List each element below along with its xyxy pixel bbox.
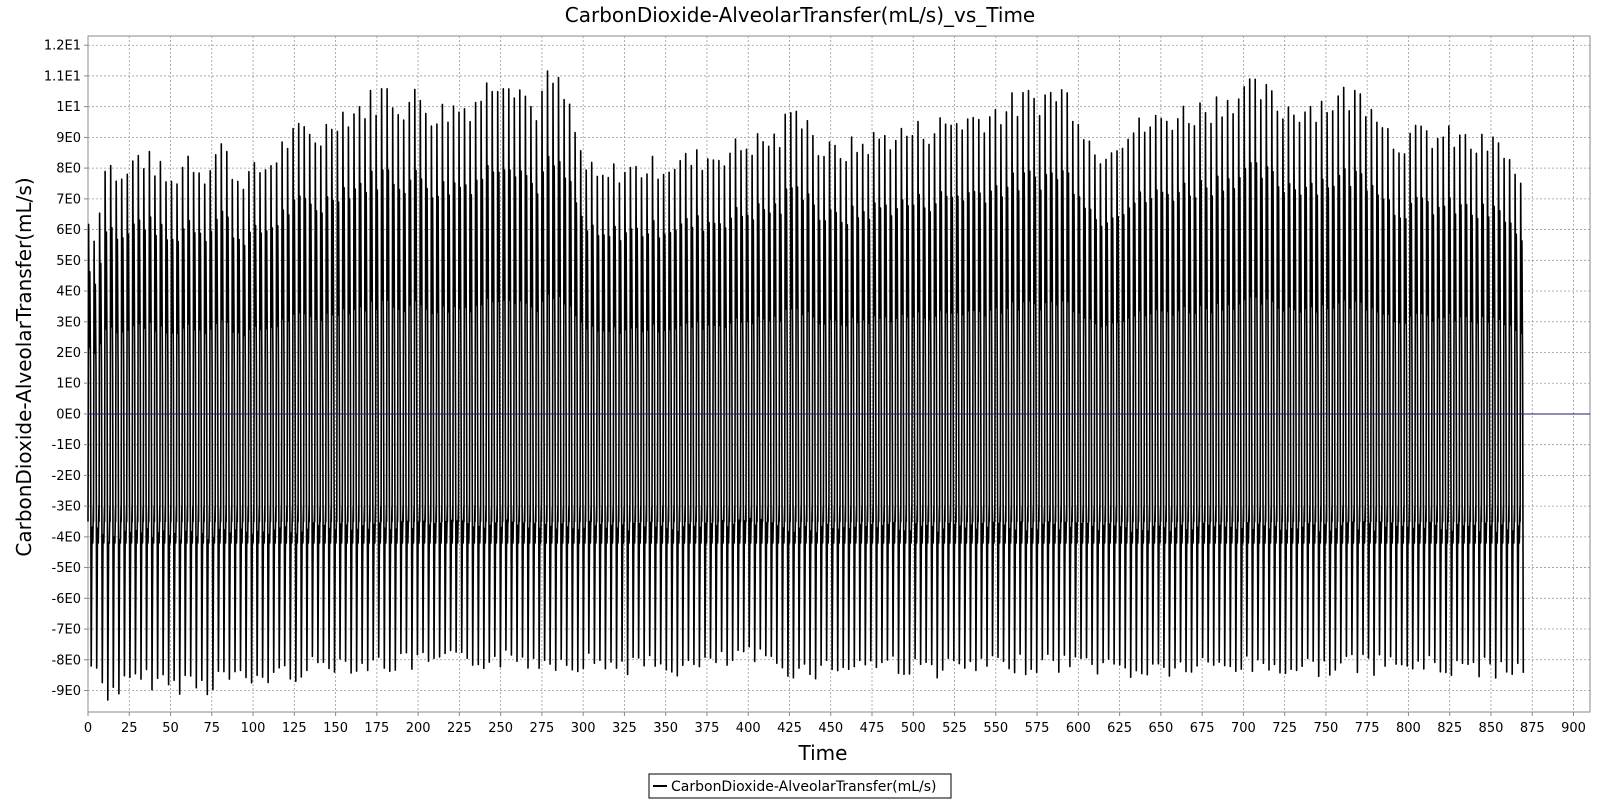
x-tick-label: 350 xyxy=(653,721,678,736)
x-tick-label: 175 xyxy=(364,721,389,736)
y-tick-label: 9E0 xyxy=(56,131,81,146)
x-tick-label: 550 xyxy=(983,721,1008,736)
x-tick-label: 425 xyxy=(777,721,802,736)
x-tick-label: 625 xyxy=(1107,721,1132,736)
y-tick-label: 2E0 xyxy=(56,346,81,361)
x-tick-label: 450 xyxy=(818,721,843,736)
legend-box xyxy=(648,773,952,799)
x-tick-label: 250 xyxy=(488,721,513,736)
x-tick-label: 775 xyxy=(1355,721,1380,736)
y-tick-label: 7E0 xyxy=(56,192,81,207)
x-tick-label: 750 xyxy=(1313,721,1338,736)
y-tick-label: 4E0 xyxy=(56,285,81,300)
x-tick-label: 400 xyxy=(736,721,761,736)
plot-area xyxy=(87,35,1591,713)
y-tick-label: -8E0 xyxy=(52,653,81,668)
y-tick-label: -5E0 xyxy=(52,561,81,576)
x-tick-label: 25 xyxy=(121,721,138,736)
y-axis-title: CarbonDioxide-AlveolarTransfer(mL/s) xyxy=(12,177,36,556)
x-axis-title: Time xyxy=(798,741,848,765)
legend: CarbonDioxide-AlveolarTransfer(mL/s) xyxy=(648,773,952,799)
x-tick-label: 200 xyxy=(406,721,431,736)
x-axis: 0 25 50 75 100 125 150 175 200 225 250 275 300 325 350… xyxy=(84,712,1586,736)
x-tick-label: 650 xyxy=(1148,721,1173,736)
y-tick-label: 1E1 xyxy=(56,100,81,115)
chart-title: CarbonDioxide-AlveolarTransfer(mL/s)_vs_… xyxy=(565,3,1035,27)
x-tick-label: 375 xyxy=(695,721,720,736)
x-tick-label: 75 xyxy=(204,721,221,736)
x-tick-label: 325 xyxy=(612,721,637,736)
y-tick-label: -1E0 xyxy=(52,438,81,453)
x-tick-label: 675 xyxy=(1190,721,1215,736)
y-tick-label: 0E0 xyxy=(56,407,81,422)
x-tick-label: 0 xyxy=(84,721,92,736)
x-tick-label: 150 xyxy=(323,721,348,736)
x-tick-label: 800 xyxy=(1396,721,1421,736)
y-tick-label: -6E0 xyxy=(52,592,81,607)
y-tick-label: -7E0 xyxy=(52,623,81,638)
x-tick-label: 725 xyxy=(1272,721,1297,736)
y-tick-label: 3E0 xyxy=(56,315,81,330)
x-tick-label: 575 xyxy=(1025,721,1050,736)
x-tick-label: 300 xyxy=(571,721,596,736)
y-tick-label: -2E0 xyxy=(52,469,81,484)
x-tick-label: 900 xyxy=(1561,721,1586,736)
x-tick-label: 825 xyxy=(1437,721,1462,736)
y-tick-label: -4E0 xyxy=(52,530,81,545)
x-tick-label: 525 xyxy=(942,721,967,736)
x-tick-label: 50 xyxy=(162,721,179,736)
x-tick-label: 275 xyxy=(529,721,554,736)
x-tick-label: 875 xyxy=(1520,721,1545,736)
x-tick-label: 225 xyxy=(447,721,472,736)
x-tick-label: 600 xyxy=(1066,721,1091,736)
y-tick-label: 1.1E1 xyxy=(44,69,81,84)
x-tick-label: 700 xyxy=(1231,721,1256,736)
x-tick-label: 500 xyxy=(901,721,926,736)
x-tick-label: 850 xyxy=(1479,721,1504,736)
legend-label: CarbonDioxide-AlveolarTransfer(mL/s) xyxy=(671,779,936,795)
y-tick-label: -9E0 xyxy=(52,684,81,699)
x-tick-label: 125 xyxy=(282,721,307,736)
y-tick-label: 1.2E1 xyxy=(44,39,81,54)
series-layer xyxy=(87,70,1525,701)
x-tick-label: 100 xyxy=(241,721,266,736)
x-tick-label: 475 xyxy=(860,721,885,736)
y-axis: 1.2E1 1.1E1 1E1 9E0 8E0 7E0 6E0 5E0 4E0 3E0 2E0 1E0… xyxy=(44,39,88,699)
y-tick-label: 1E0 xyxy=(56,377,81,392)
y-tick-label: -3E0 xyxy=(52,500,81,515)
y-tick-label: 5E0 xyxy=(56,254,81,269)
y-tick-label: 6E0 xyxy=(56,223,81,238)
y-tick-label: 8E0 xyxy=(56,162,81,177)
series-line xyxy=(87,70,1525,701)
